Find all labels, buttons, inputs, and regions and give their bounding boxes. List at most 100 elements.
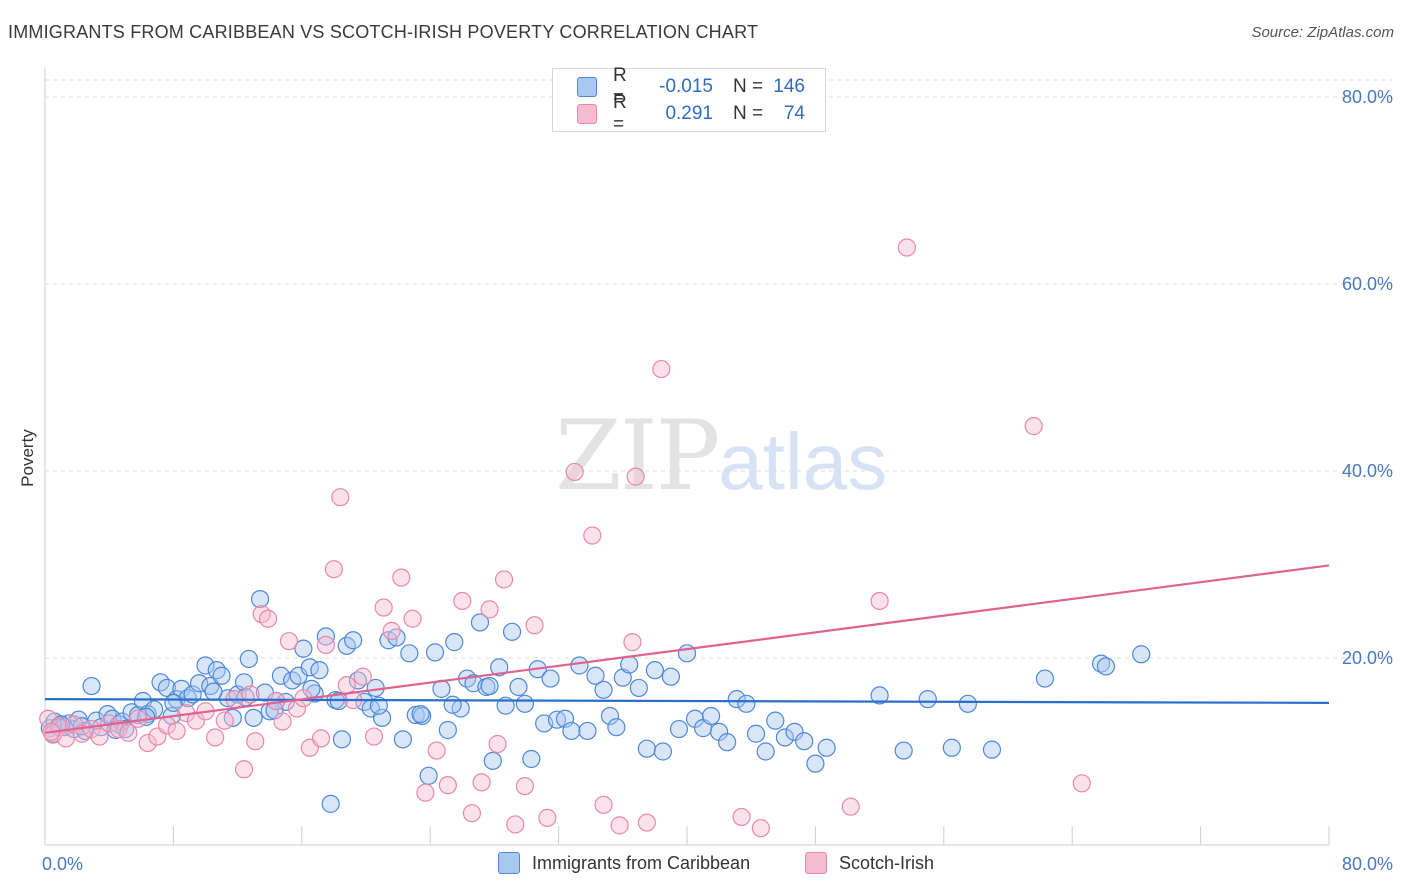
legend-r-value: 0.291 (665, 103, 713, 124)
trend-line-scotch-irish (44, 564, 1330, 734)
point-scotch-irish (324, 560, 343, 579)
point-caribbean (250, 589, 270, 609)
point-scotch-irish (652, 359, 671, 379)
point-scotch-irish (353, 667, 372, 686)
point-scotch-irish (438, 776, 457, 795)
point-caribbean (369, 696, 388, 715)
point-caribbean (1132, 645, 1151, 664)
point-scotch-irish (246, 732, 265, 751)
point-caribbean (766, 711, 785, 730)
point-scotch-irish (583, 526, 602, 545)
point-scotch-irish (403, 609, 422, 628)
point-caribbean (942, 738, 961, 757)
point-caribbean (701, 706, 721, 726)
point-caribbean (578, 721, 597, 741)
point-scotch-irish (90, 727, 109, 746)
point-scotch-irish (311, 729, 331, 748)
point-scotch-irish (610, 816, 629, 835)
bottom-legend-label-scotch-irish: Scotch-Irish (839, 852, 935, 873)
y-tick-label: 40.0% (1342, 461, 1393, 481)
point-caribbean (244, 708, 263, 727)
point-caribbean (613, 668, 632, 687)
point-caribbean (637, 739, 656, 758)
point-scotch-irish (374, 598, 393, 617)
point-caribbean (204, 682, 223, 701)
point-scotch-irish (488, 734, 507, 754)
point-scotch-irish (594, 795, 613, 814)
y-tick-label: 80.0% (1342, 87, 1393, 107)
point-caribbean (653, 742, 673, 761)
point-scotch-irish (128, 709, 148, 728)
point-scotch-irish (462, 804, 482, 823)
legend-r-label: R = (613, 65, 627, 108)
point-caribbean (541, 669, 560, 688)
point-caribbean (271, 666, 291, 685)
point-scotch-irish (515, 776, 534, 796)
point-caribbean (817, 738, 836, 757)
legend-row-scotch-irish: R = 0.291 N = 74 (577, 92, 805, 135)
point-caribbean (570, 656, 589, 675)
point-caribbean (515, 694, 534, 713)
point-caribbean (425, 643, 445, 662)
point-caribbean (438, 720, 457, 740)
point-caribbean (958, 694, 977, 713)
legend-swatch-scotch-irish (577, 104, 597, 124)
bottom-legend-scotch-irish: Scotch-Irish (805, 852, 934, 874)
legend-r-value: -0.015 (659, 76, 713, 97)
point-caribbean (669, 719, 689, 739)
point-scotch-irish (494, 570, 514, 589)
legend-n-label: N = (733, 103, 764, 124)
point-caribbean (310, 661, 329, 680)
point-caribbean (321, 794, 340, 813)
point-caribbean (1091, 654, 1111, 673)
point-caribbean (737, 694, 756, 713)
point-caribbean (746, 724, 766, 743)
point-caribbean (785, 722, 804, 741)
point-scotch-irish (167, 721, 186, 741)
point-caribbean (1035, 669, 1055, 688)
point-scotch-irish (472, 773, 491, 792)
y-axis-title: Poverty (18, 429, 37, 487)
point-caribbean (522, 749, 541, 769)
legend-n-value: 146 (773, 76, 805, 97)
point-scotch-irish (732, 807, 751, 827)
point-caribbean (201, 676, 220, 696)
point-scotch-irish (525, 616, 544, 635)
point-caribbean (562, 721, 581, 741)
y-tick-label: 20.0% (1342, 648, 1393, 668)
watermark: ZIPatlas (555, 400, 887, 512)
point-caribbean (332, 730, 352, 749)
point-caribbean (172, 679, 191, 698)
point-scotch-irish (480, 600, 499, 619)
point-caribbean (607, 718, 626, 737)
point-scotch-irish (565, 462, 584, 482)
point-caribbean (600, 706, 620, 726)
chart-title: IMMIGRANTS FROM CARIBBEAN VS SCOTCH-IRIS… (8, 22, 759, 42)
point-caribbean (509, 677, 528, 697)
point-caribbean (620, 655, 639, 674)
trend-line-caribbean (44, 698, 1330, 704)
point-caribbean (82, 676, 101, 696)
bottom-legend-label-caribbean: Immigrants from Caribbean (532, 852, 751, 873)
point-scotch-irish (1072, 774, 1091, 793)
point-caribbean (870, 686, 889, 705)
point-scotch-irish (637, 813, 656, 832)
legend-swatch-caribbean (577, 77, 597, 97)
point-caribbean (586, 666, 605, 685)
bottom-legend-caribbean: Immigrants from Caribbean (498, 852, 750, 874)
point-caribbean (294, 639, 313, 658)
point-caribbean (189, 674, 209, 693)
point-caribbean (196, 656, 215, 675)
point-caribbean (344, 631, 363, 650)
x-tick-label: 80.0% (1342, 854, 1393, 874)
point-scotch-irish (897, 238, 916, 257)
bottom-legend-swatch-caribbean (498, 852, 520, 874)
point-scotch-irish (870, 591, 889, 611)
point-scotch-irish (258, 609, 278, 628)
point-caribbean (239, 649, 258, 669)
point-scotch-irish (382, 621, 401, 640)
point-caribbean (419, 766, 438, 785)
point-scotch-irish (506, 815, 525, 834)
point-scotch-irish (392, 568, 411, 587)
